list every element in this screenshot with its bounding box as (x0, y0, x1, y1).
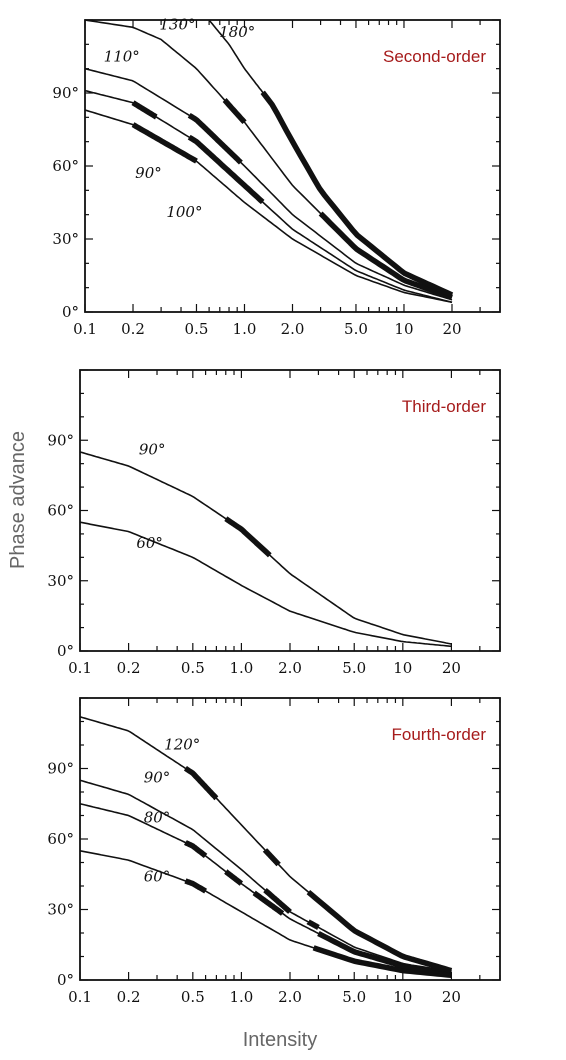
curve-label: 120° (164, 736, 200, 754)
series-90deg (84, 109, 453, 304)
chart-panel-2: 0.1 0.2 0.5 1.0 2.0 5.0 10 20 0° 30° 60° 90° 90° 60° T… (47, 369, 501, 677)
series-thick-segment (317, 931, 452, 976)
x-tick-label: 0.1 (68, 988, 92, 1006)
y-tick-label: 30° (52, 230, 79, 248)
x-tick-label: 5.0 (342, 659, 366, 677)
series-thick-segment (224, 869, 244, 886)
series-180deg (208, 19, 454, 298)
series-thick-segment (222, 98, 247, 124)
series-90deg (79, 779, 452, 974)
chart-panel-1: 0.1 0.2 0.5 1.0 2.0 5.0 10 20 0° 30° 60° 90° 90° 100°… (52, 16, 501, 338)
series-120deg (79, 716, 453, 974)
x-tick-label: 0.5 (181, 988, 205, 1006)
x-tick-label: 2.0 (278, 659, 302, 677)
series-60deg (79, 521, 452, 648)
series-thick-segment (187, 134, 265, 205)
y-tick-label: 0° (57, 642, 74, 660)
chart-panel-3: 0.1 0.2 0.5 1.0 2.0 5.0 10 20 0° 30° 60° 90° 60° 80° 9… (47, 697, 501, 1006)
curve-label: 60° (144, 867, 171, 885)
x-axis-title: Intensity (243, 1029, 317, 1051)
x-tick-label: 0.2 (117, 988, 141, 1006)
x-tick-label: 10 (393, 659, 412, 677)
series-110deg (84, 67, 453, 301)
curve-label: 180° (219, 23, 255, 41)
x-tick-label: 10 (393, 988, 412, 1006)
y-tick-label: 30° (47, 901, 74, 919)
panel-title: Fourth-order (392, 725, 487, 744)
series-thick-segment (187, 112, 243, 165)
x-tick-label: 2.0 (281, 320, 305, 338)
x-tick-label: 1.0 (229, 988, 253, 1006)
curve-label: 100° (166, 203, 202, 221)
curve-label: 90° (144, 769, 171, 787)
series-line (79, 779, 452, 974)
series-thick-segment (224, 516, 272, 558)
y-tick-label: 90° (47, 760, 74, 778)
series-thick-segment (131, 122, 198, 164)
x-tick-label: 5.0 (342, 988, 366, 1006)
x-tick-label: 0.2 (117, 659, 141, 677)
x-tick-label: 5.0 (344, 320, 368, 338)
curve-label: 90° (135, 164, 162, 182)
x-tick-label: 0.1 (68, 659, 92, 677)
y-tick-label: 60° (52, 157, 79, 175)
x-tick-label: 0.5 (181, 659, 205, 677)
x-tick-label: 20 (442, 320, 461, 338)
series-130deg (84, 19, 453, 300)
series-thick-segment (183, 765, 219, 801)
x-tick-label: 0.2 (121, 320, 145, 338)
series-thick-segment (262, 848, 281, 867)
y-tick-label: 90° (52, 84, 79, 102)
series-thick-segment (306, 889, 453, 974)
y-tick-label: 0° (57, 971, 74, 989)
y-tick-label: 0° (62, 303, 79, 321)
series-thick-segment (184, 878, 208, 894)
series-line (79, 803, 452, 974)
series-thick-segment (263, 887, 292, 914)
panel-title: Third-order (402, 397, 486, 416)
series-thick-segment (183, 840, 208, 859)
x-tick-label: 0.5 (185, 320, 209, 338)
x-tick-label: 1.0 (233, 320, 257, 338)
series-thick-segment (252, 890, 285, 916)
series-60deg (79, 850, 452, 979)
y-tick-label: 60° (47, 830, 74, 848)
series-thick-segment (131, 100, 158, 120)
series-thick-segment (306, 919, 320, 930)
series-90deg (79, 451, 452, 645)
y-axis-title: Phase advance (7, 431, 29, 569)
curve-label: 110° (104, 47, 140, 65)
y-tick-label: 30° (47, 572, 74, 590)
series-thick-segment (312, 945, 452, 979)
x-tick-label: 20 (442, 659, 461, 677)
x-tick-label: 20 (442, 988, 461, 1006)
x-tick-label: 1.0 (229, 659, 253, 677)
series-line (79, 521, 452, 648)
series-line (84, 67, 453, 301)
x-tick-label: 0.1 (73, 320, 97, 338)
x-tick-label: 10 (394, 320, 413, 338)
series-line (79, 850, 452, 977)
series-line (79, 716, 452, 972)
series-thick-segment (260, 90, 454, 298)
y-tick-label: 90° (47, 431, 74, 449)
curve-label: 60° (136, 534, 163, 552)
panel-title: Second-order (383, 47, 486, 66)
curve-label: 130° (159, 16, 195, 34)
curve-label: 80° (144, 809, 171, 827)
series-80deg (79, 803, 452, 976)
series-thick-segment (318, 211, 453, 300)
series-100deg (84, 89, 453, 304)
curve-label: 90° (139, 440, 166, 458)
y-tick-label: 60° (47, 502, 74, 520)
x-tick-label: 2.0 (278, 988, 302, 1006)
